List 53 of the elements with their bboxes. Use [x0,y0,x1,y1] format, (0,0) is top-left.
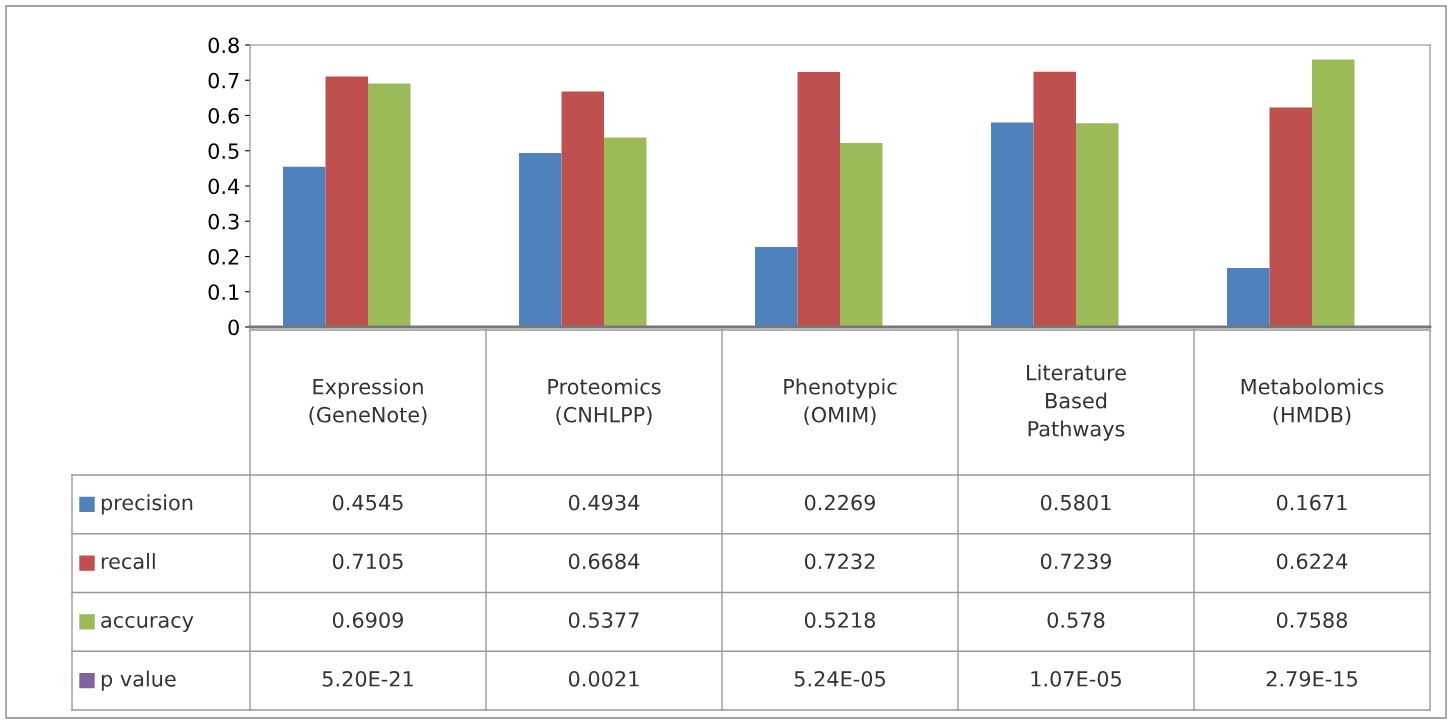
data-label: 0.7232 [804,553,875,570]
data-label: 0.4934 [568,494,640,511]
data-label: 0.4545 [332,494,403,511]
legend-label: recall [101,553,155,570]
bar [840,143,883,327]
x-tick-label: Proteomics (CNHLPP) [548,378,661,426]
y-tick-label: 0.6 [208,107,239,124]
data-label: 2.79E-15 [1266,670,1357,687]
x-tick-label: Literature Based Pathways [1027,364,1126,441]
bar [1076,123,1119,327]
bar [755,247,798,327]
data-label: 0.7239 [1040,553,1111,570]
data-label: 0.7588 [1276,612,1348,628]
data-label: 0.578 [1047,612,1105,628]
bar [797,72,840,327]
data-label: 0.1671 [1276,494,1347,511]
data-label: 0.6224 [1276,553,1348,570]
bar [604,137,647,327]
y-tick-label: 0.8 [208,37,239,54]
data-label: 0.5377 [568,612,639,628]
data-label: 0.7105 [332,553,403,570]
bar [1269,107,1312,327]
x-tick-label: Expression (GeneNote) [309,378,427,426]
legend-label: p value [101,670,176,691]
bar [1033,71,1076,327]
bar [519,153,562,327]
x-tick-label: Metabolomics (HMDB) [1241,378,1384,426]
y-tick-label: 0.5 [208,143,239,159]
y-tick-label: 0.3 [208,213,239,230]
bar [991,122,1034,327]
bar [1227,268,1270,327]
data-label: 0.6684 [568,553,640,570]
data-label: 0.0021 [568,670,639,687]
y-tick-label: 0.7 [208,72,239,89]
data-label: 5.20E-21 [322,670,413,687]
data-label: 0.5801 [1040,494,1111,511]
data-label: 0.2269 [804,494,875,511]
y-tick-label: 0.1 [208,284,239,300]
y-tick-label: 0.4 [208,178,240,195]
bar [368,83,411,327]
x-tick-label: Phenotypic (OMIM) [784,378,897,426]
legend-label: accuracy [101,615,194,632]
bar [561,91,604,327]
bar [283,166,326,327]
data-label: 1.07E-05 [1031,670,1121,687]
bar [325,76,368,327]
data-label: 5.24E-05 [794,670,885,687]
bar [1312,59,1355,327]
data-label: 0.6909 [332,612,403,628]
y-tick-label: 0.2 [208,248,239,265]
legend-label: precision [101,494,193,515]
data-label: 0.5218 [804,612,876,628]
y-tick-label: 0 [228,319,239,336]
